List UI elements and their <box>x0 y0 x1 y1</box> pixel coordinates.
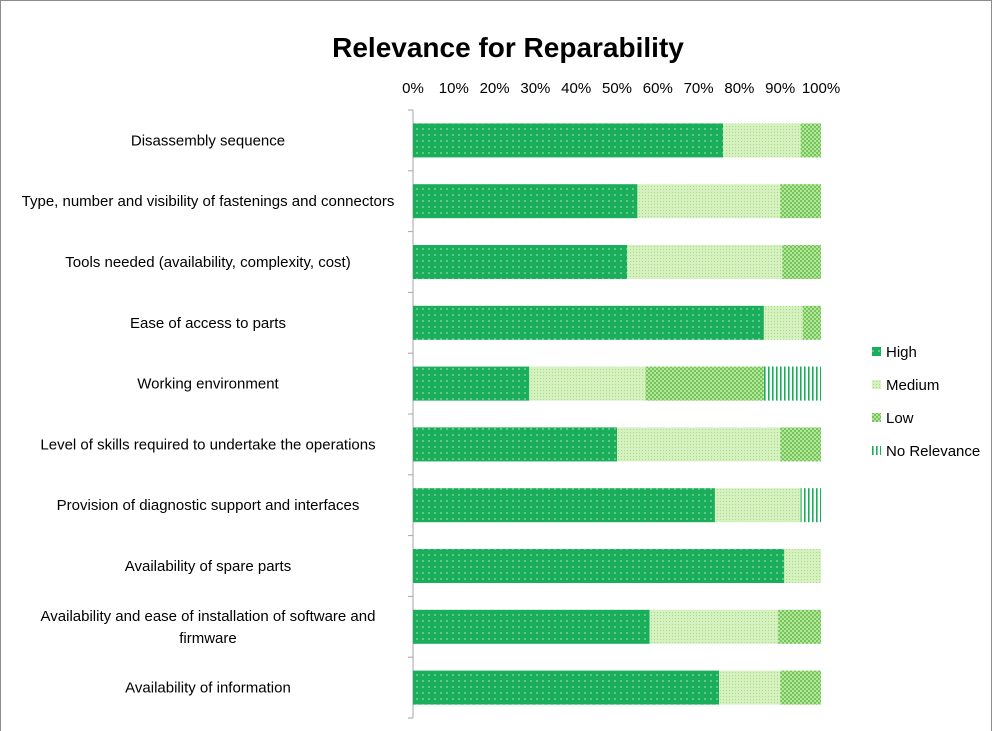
chart-title: Relevance for Reparability <box>332 32 684 63</box>
bar-low <box>800 123 821 158</box>
legend-swatch <box>872 446 881 455</box>
category-label: Availability and ease of installation of… <box>41 608 376 647</box>
bar-medium <box>529 366 646 401</box>
x-tick-label: 80% <box>724 80 754 97</box>
category-label: Tools needed (availability, complexity, … <box>65 254 350 271</box>
legend-swatch <box>872 413 881 422</box>
category-label: Availability of spare parts <box>125 558 291 575</box>
category-label: Ease of access to parts <box>130 315 286 332</box>
category-label: Disassembly sequence <box>131 132 285 149</box>
bar-medium <box>719 670 781 705</box>
bar-medium <box>714 488 801 523</box>
bar-low <box>780 427 821 462</box>
bar-medium <box>723 123 801 158</box>
category-labels: Disassembly sequence Type, number and vis… <box>22 132 395 696</box>
bar-medium <box>617 427 781 462</box>
bar-high <box>413 184 638 219</box>
legend-swatch <box>872 380 881 389</box>
bar-medium <box>649 609 779 644</box>
x-tick-label: 30% <box>520 80 550 97</box>
x-tick-label: 10% <box>439 80 469 97</box>
category-label: Level of skills required to undertake th… <box>40 436 375 453</box>
bar-high <box>413 123 724 158</box>
bar-no-relevance <box>800 488 821 523</box>
bar-low <box>782 245 821 279</box>
bar-medium <box>784 549 821 583</box>
bar-medium <box>637 184 781 219</box>
x-tick-label: 90% <box>765 80 795 97</box>
bar-medium <box>763 305 803 340</box>
bar-medium <box>627 245 783 279</box>
legend-label: High <box>886 344 917 361</box>
bar-low <box>780 670 821 705</box>
bar-high <box>413 366 530 401</box>
x-tick-label: 40% <box>561 80 591 97</box>
bar-no-relevance <box>763 366 821 401</box>
x-tick-label: 50% <box>602 80 632 97</box>
legend-label: Low <box>886 410 914 427</box>
bar-high <box>413 427 617 462</box>
bar-low <box>645 366 764 401</box>
bar-high <box>413 549 785 583</box>
bar-high <box>413 609 650 644</box>
legend-label: Medium <box>886 377 939 394</box>
legend-swatch <box>872 347 881 356</box>
category-label: Availability of information <box>125 680 291 697</box>
bar-low <box>778 609 821 644</box>
bar-high <box>413 670 719 705</box>
x-tick-label: 20% <box>480 80 510 97</box>
x-tick-label: 100% <box>802 80 840 97</box>
bar-low <box>802 305 821 340</box>
category-label: Working environment <box>137 376 279 393</box>
category-label: Provision of diagnostic support and inte… <box>57 497 360 514</box>
legend-label: No Relevance <box>886 443 980 460</box>
x-tick-label: 70% <box>684 80 714 97</box>
x-tick-label: 0% <box>402 80 424 97</box>
x-tick-label: 60% <box>643 80 673 97</box>
legend: High Medium Low No Relevance <box>872 344 980 460</box>
y-axis-tick-marks <box>408 109 413 719</box>
bar-high <box>413 305 764 340</box>
bar-high <box>413 245 628 279</box>
bars <box>413 123 821 705</box>
x-axis-ticks: 0% 10% 20% 30% 40% 50% 60% 70% 80% 90% 100% <box>402 80 840 97</box>
category-label: Type, number and visibility of fastening… <box>22 193 395 210</box>
bar-high <box>413 488 715 523</box>
bar-low <box>780 184 821 219</box>
